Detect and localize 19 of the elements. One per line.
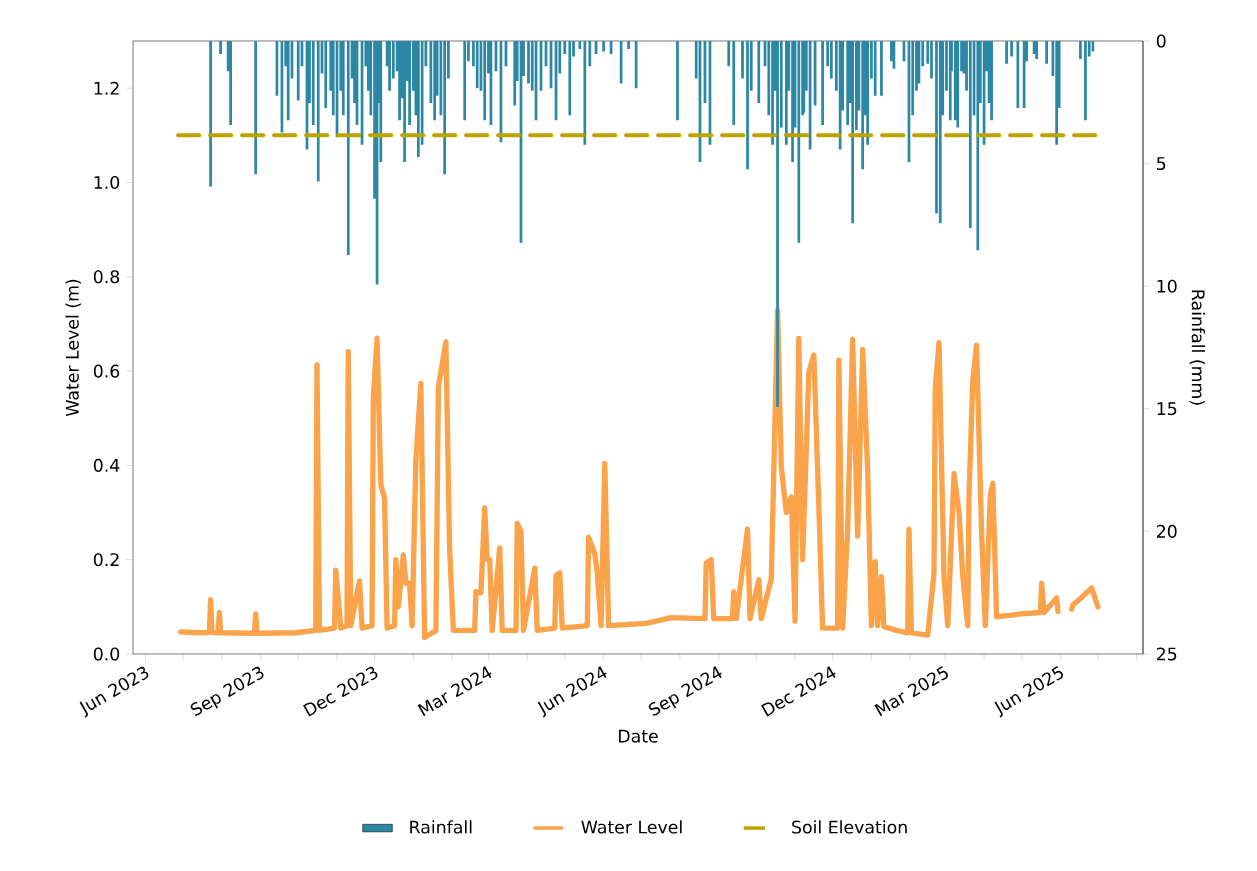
legend-label: Water Level bbox=[581, 820, 682, 834]
y-tick-label: 0.8 bbox=[93, 270, 120, 284]
y-tick-label: 1.0 bbox=[94, 175, 120, 190]
y-tick-label: 1.2 bbox=[94, 81, 119, 95]
x-axis-title: Date bbox=[618, 729, 658, 743]
y2-axis-title: Rainfall (mm) bbox=[1189, 290, 1206, 405]
y2-tick-label: 15 bbox=[1157, 402, 1177, 416]
y2-tick-label: 10 bbox=[1157, 279, 1177, 293]
y2-tick-label: 25 bbox=[1156, 647, 1177, 661]
y2-tick-label: 20 bbox=[1156, 524, 1177, 538]
legend-label: Rainfall bbox=[410, 820, 472, 834]
y2-tick-label: 5 bbox=[1157, 157, 1166, 171]
legend-label: Soil Elevation bbox=[792, 820, 907, 834]
y-tick-label: 0.4 bbox=[93, 458, 120, 472]
y-tick-label: 0.2 bbox=[93, 553, 119, 567]
y-axis-title: Water Level (m) bbox=[65, 279, 81, 417]
y2-tick-label: 0 bbox=[1156, 34, 1166, 48]
y-tick-label: 0.0 bbox=[93, 647, 120, 661]
y-tick-label: 0.6 bbox=[93, 364, 120, 378]
